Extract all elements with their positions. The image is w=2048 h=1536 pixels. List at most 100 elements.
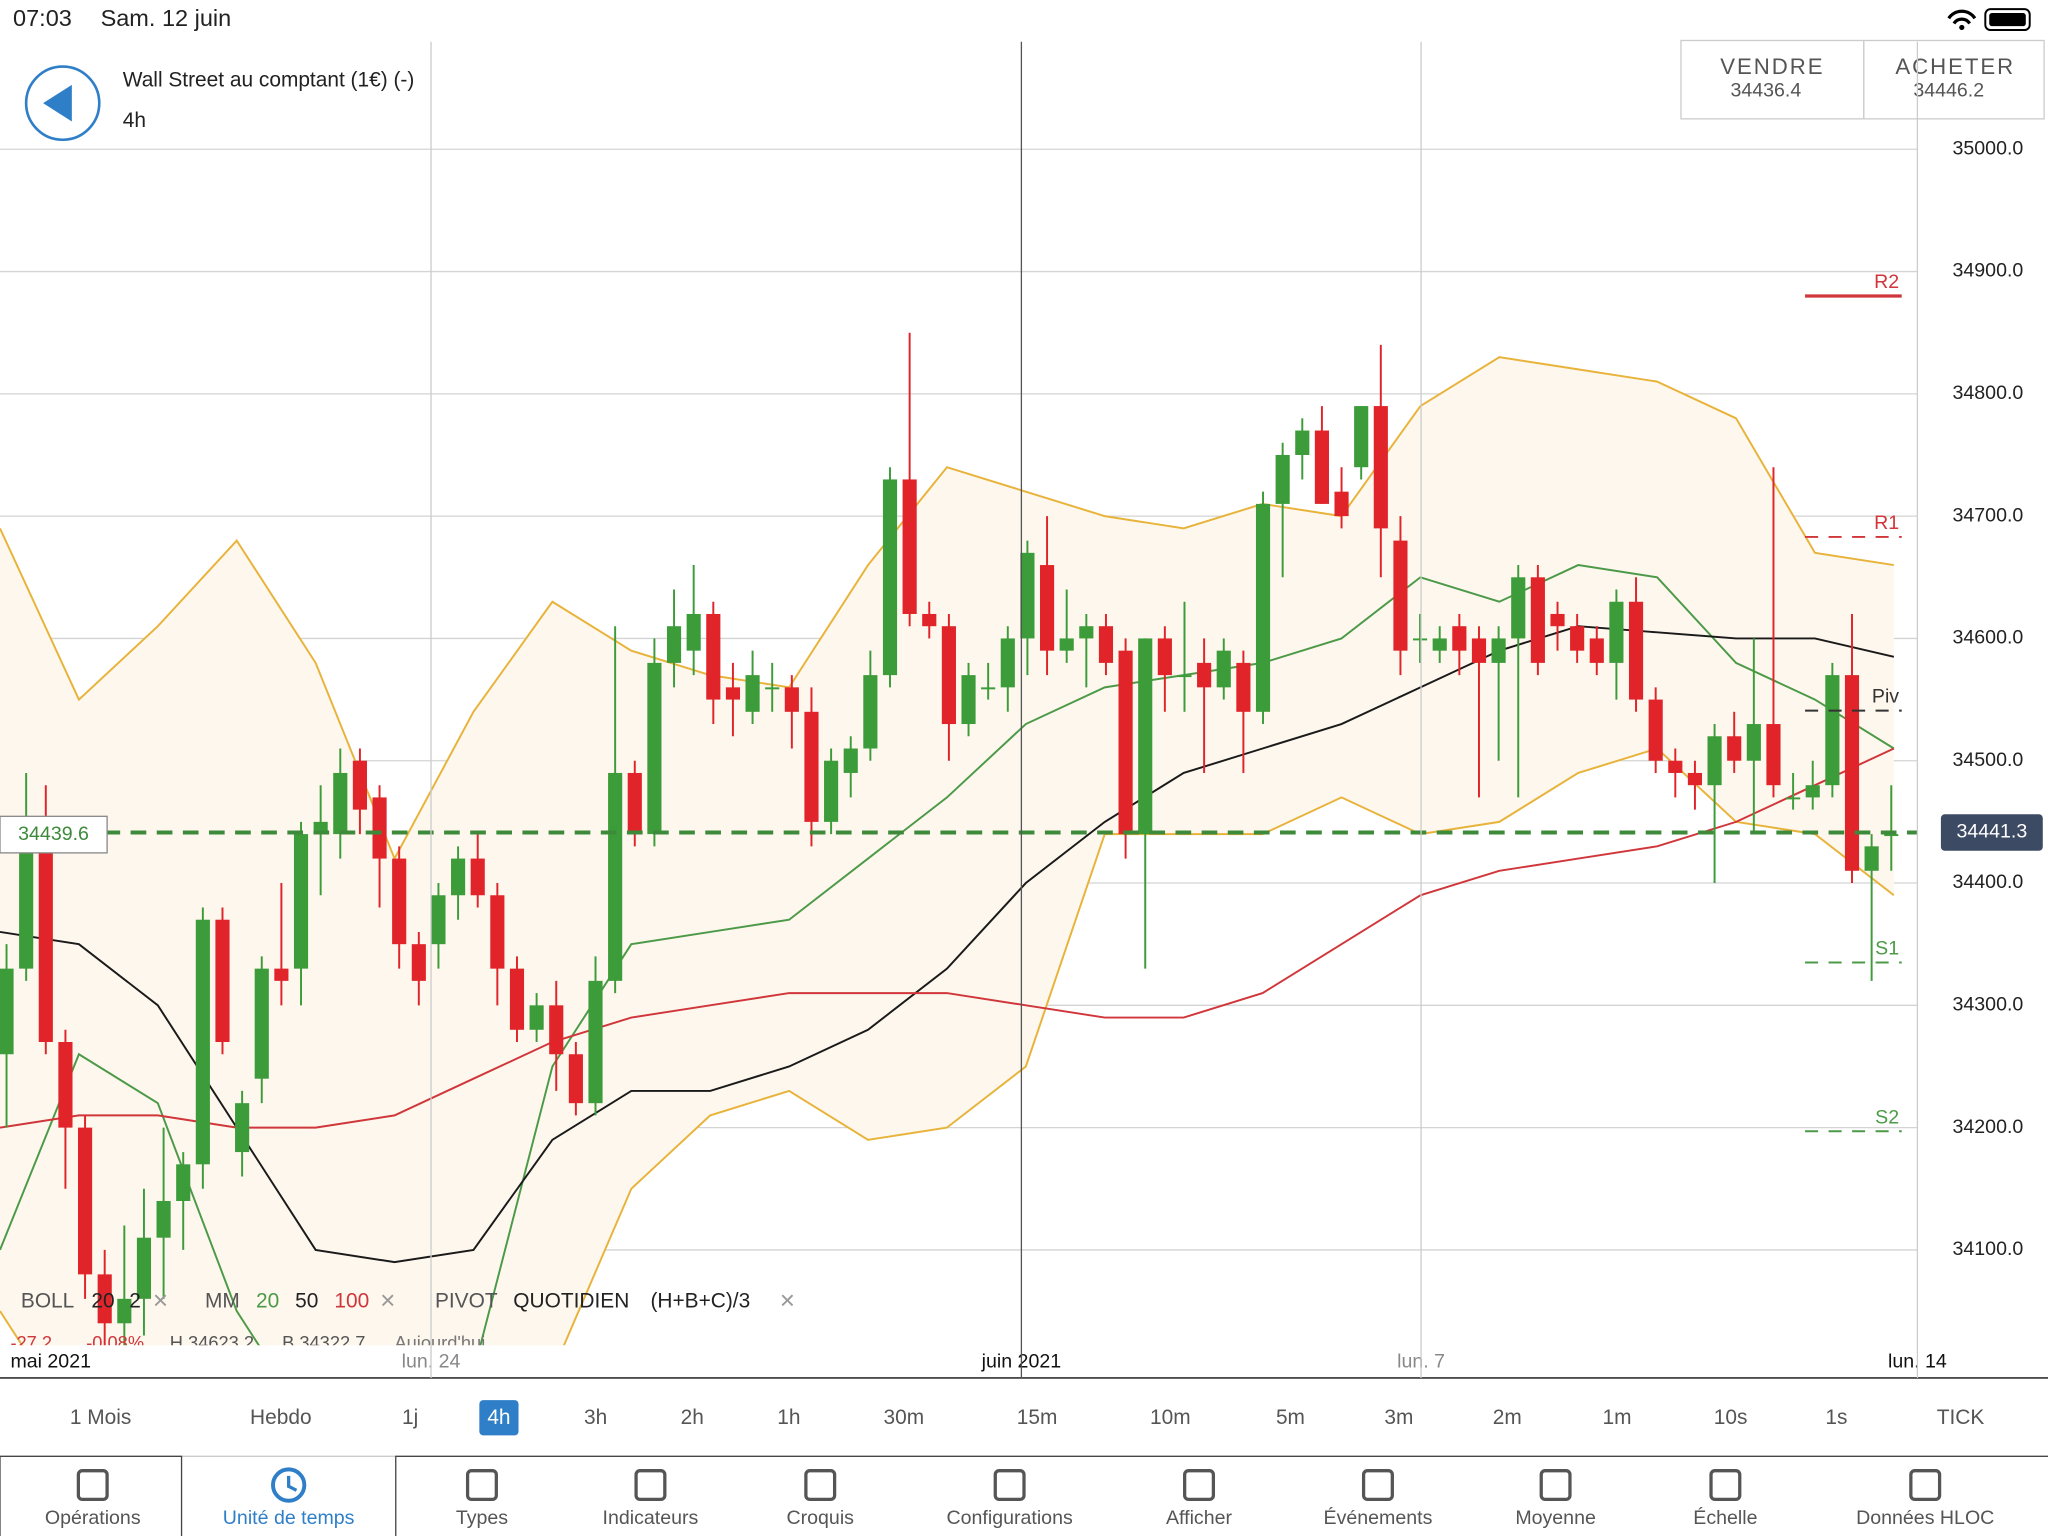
ui-layer: 34100.0 34200.0 34300.0 34400.0 34500.0 34600… [0,137,2043,1529]
timeframe-option[interactable]: 10m [1150,1406,1191,1429]
candle-body [1609,601,1624,663]
toolbar-button[interactable]: Indicateurs [603,1507,699,1529]
toolbar-button[interactable]: Échelle [1693,1506,1757,1529]
toolbar-button[interactable]: Données HLOC [1856,1507,1994,1529]
candle-body [333,772,348,835]
timeframe-option[interactable]: 1 Mois [70,1406,131,1429]
toolbar-button[interactable]: Types [456,1507,508,1529]
legend-close[interactable]: × [153,1285,168,1315]
legend-close[interactable]: × [780,1285,795,1315]
y-tick-label: 34900.0 [1953,260,2024,282]
candle-body [1020,552,1035,639]
candle-body [666,626,682,663]
timeframe-option[interactable]: Hebdo [250,1406,312,1429]
candle-body [568,1054,583,1104]
buy-label: ACHETER [1895,54,2015,79]
candle-body [117,1298,132,1324]
candle-body [1275,454,1290,504]
toolbar-icon [1909,1469,1942,1502]
legend-param: 2 [129,1290,141,1313]
toolbar-icon [1539,1469,1572,1502]
candle-body [38,821,53,1043]
timeframe-option[interactable]: 10s [1714,1406,1748,1429]
candle-body [215,919,230,1043]
candle-body [1039,565,1055,651]
timeframe-option[interactable]: 1h [777,1406,800,1429]
candle-body [1000,638,1015,688]
stat-high: H 34623.2 [170,1332,254,1353]
toolbar-button[interactable]: Opérations [45,1507,141,1529]
battery-icon [1989,13,2026,27]
interval-label: 4h [123,109,146,132]
toolbar-button[interactable]: Événements [1324,1506,1433,1529]
moving-average [0,564,1895,1346]
legend-close[interactable]: × [380,1285,395,1315]
candle-body [1197,662,1212,688]
candle-body [470,858,485,896]
candle-body [902,479,917,614]
timeframe-option[interactable]: 4h [487,1406,510,1429]
stat-low: B 34322.7 [282,1332,365,1353]
toolbar-button[interactable]: Unité de temps [223,1507,355,1529]
y-tick-label: 34200.0 [1953,1116,2024,1138]
candle-body [529,1005,544,1030]
candle-body [352,760,367,810]
timeframe-option[interactable]: 1m [1602,1406,1631,1429]
timeframe-option[interactable]: 1j [402,1406,418,1429]
timeframe-option[interactable]: 2h [681,1406,704,1429]
legend-label: BOLL [21,1290,74,1313]
candle-body [1373,406,1388,529]
candle-body [1786,797,1801,800]
timeframe-option[interactable]: 30m [884,1406,925,1429]
candle-body [1098,626,1114,663]
toolbar-button[interactable]: Afficher [1166,1507,1232,1529]
battery-icon [1984,8,2031,32]
timeframe-option[interactable]: TICK [1937,1406,1985,1429]
back-button[interactable] [24,65,101,142]
pivot-label: R2 [1874,271,1899,293]
timeframe-option[interactable]: 1s [1825,1406,1847,1429]
sell-button[interactable]: VENDRE 34436.4 [1680,39,1865,120]
toolbar-button[interactable]: Configurations [947,1507,1073,1529]
candle-body [392,858,407,945]
status-date: Sam. 12 juin [101,5,232,31]
buy-button[interactable]: ACHETER 34446.2 [1863,39,2045,120]
timeframe-option[interactable]: 3m [1384,1406,1413,1429]
toolbar-icon [1183,1469,1216,1502]
toolbar-icon [804,1469,837,1502]
candle-body [1589,638,1604,663]
candle-body [1530,577,1545,663]
timeframe-option[interactable]: 2m [1493,1406,1522,1429]
candle-body [725,687,741,700]
candle-body [1766,724,1781,786]
timeframe-option[interactable]: 5m [1276,1406,1305,1429]
candle-body [1295,430,1310,455]
legend-param: (H+B+C)/3 [650,1290,750,1313]
candle-body [1727,736,1742,761]
candle-body [156,1200,171,1238]
candle-body [19,834,34,969]
toolbar-icon [465,1469,498,1502]
legend-label: PIVOT [435,1290,498,1313]
candle-body [58,1042,73,1128]
legend-label: MM [205,1290,240,1313]
legend-param: QUOTIDIEN [513,1290,629,1313]
timeframe-option[interactable]: 15m [1017,1406,1058,1429]
candle-body [1648,699,1663,761]
tab-frame [0,1455,183,1536]
candle-body [1157,638,1172,676]
wifi-icon [1959,24,1965,31]
last-price-box [1940,814,2043,851]
timeframe-option[interactable]: 3h [584,1406,607,1429]
toolbar-button[interactable]: Moyenne [1515,1507,1596,1529]
candle-body [1805,785,1820,798]
toolbar-button[interactable]: Croquis [787,1507,855,1529]
y-tick-label: 34600.0 [1953,627,2024,649]
candle-body [1236,662,1251,712]
candle-body [293,834,309,969]
toolbar-icon [271,1467,307,1503]
candle-body [451,858,466,896]
candle-body [254,968,269,1079]
toolbar-icon [1361,1469,1394,1502]
wifi-icon [1947,9,1977,25]
